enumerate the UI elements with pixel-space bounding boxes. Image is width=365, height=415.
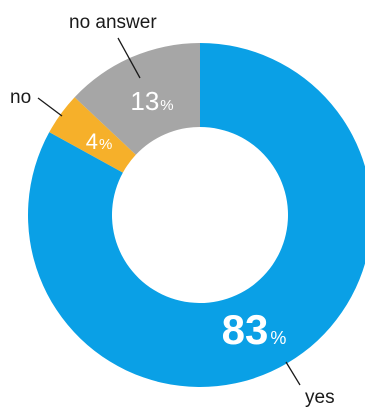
leader-line-no	[37, 97, 63, 117]
labels-group: 83% 4% 13% no answer no yes	[10, 12, 335, 408]
leader-line-no-answer	[117, 37, 141, 79]
slice-value-number-no: 4	[86, 129, 98, 154]
slice-value-unit-yes: %	[270, 328, 286, 348]
slice-value-label-no: 4%	[86, 129, 113, 154]
slice-no	[49, 97, 136, 173]
slice-no-answer	[74, 43, 200, 155]
slice-value-unit-no: %	[99, 136, 112, 153]
category-label-no-answer: no answer	[69, 12, 157, 33]
category-label-no: no	[10, 87, 31, 108]
slice-value-unit-no-answer: %	[160, 97, 173, 114]
slice-yes	[27, 43, 365, 387]
slice-value-number-yes: 83	[222, 306, 269, 353]
slice-value-number-no-answer: 13	[130, 86, 159, 116]
leader-line-yes	[285, 361, 301, 386]
slices-group	[27, 43, 365, 387]
slice-value-label-yes: 83%	[222, 306, 287, 353]
leader-lines-group	[37, 37, 301, 386]
category-label-yes: yes	[305, 387, 335, 408]
slice-value-label-no-answer: 13%	[130, 86, 173, 116]
